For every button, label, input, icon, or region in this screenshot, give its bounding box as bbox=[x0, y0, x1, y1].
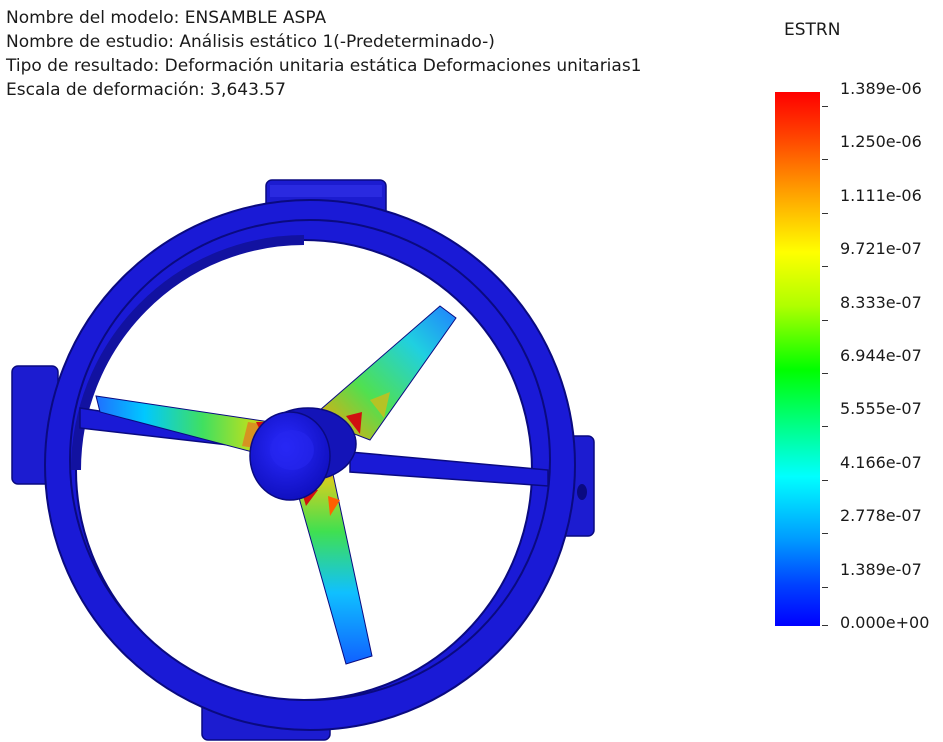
model-name-line: Nombre del modelo: ENSAMBLE ASPA bbox=[6, 8, 327, 28]
legend-label: 1.250e-06 bbox=[840, 132, 922, 152]
legend-tick bbox=[822, 426, 828, 428]
legend-label: 1.111e-06 bbox=[840, 185, 922, 205]
result-type-line: Tipo de resultado: Deformación unitaria … bbox=[6, 56, 642, 76]
model-viewport[interactable] bbox=[0, 160, 640, 742]
blade-upper-right bbox=[319, 305, 457, 441]
legend-tick bbox=[822, 159, 828, 161]
legend-tick bbox=[822, 586, 828, 588]
legend-label: 1.389e-06 bbox=[840, 79, 922, 98]
legend-tick bbox=[822, 373, 828, 374]
legend-title: ESTRN bbox=[784, 20, 841, 40]
legend-label: 4.166e-07 bbox=[840, 452, 922, 472]
legend-label: 5.555e-07 bbox=[840, 399, 922, 419]
legend-label: 0.000e+00 bbox=[840, 613, 930, 632]
legend-label: 8.333e-07 bbox=[840, 292, 922, 312]
legend-tick bbox=[822, 212, 828, 214]
legend-tick bbox=[822, 479, 828, 481]
study-name-line: Nombre de estudio: Análisis estático 1(-… bbox=[6, 32, 495, 52]
legend-tick bbox=[822, 106, 828, 107]
legend-label: 1.389e-07 bbox=[840, 559, 922, 579]
legend-tick bbox=[822, 266, 828, 268]
legend-tick bbox=[822, 625, 828, 626]
legend-tick bbox=[822, 533, 828, 535]
legend-label: 6.944e-07 bbox=[840, 346, 922, 365]
legend-label: 2.778e-07 bbox=[840, 506, 922, 526]
legend-ticks bbox=[822, 92, 830, 626]
deformation-scale-line: Escala de deformación: 3,643.57 bbox=[6, 80, 286, 100]
legend-tick bbox=[822, 319, 828, 321]
hub bbox=[249, 407, 357, 501]
legend-label: 9.721e-07 bbox=[840, 239, 922, 259]
result-info: Nombre del modelo: ENSAMBLE ASPA Nombre … bbox=[6, 6, 642, 102]
legend-color-bar bbox=[775, 92, 820, 626]
